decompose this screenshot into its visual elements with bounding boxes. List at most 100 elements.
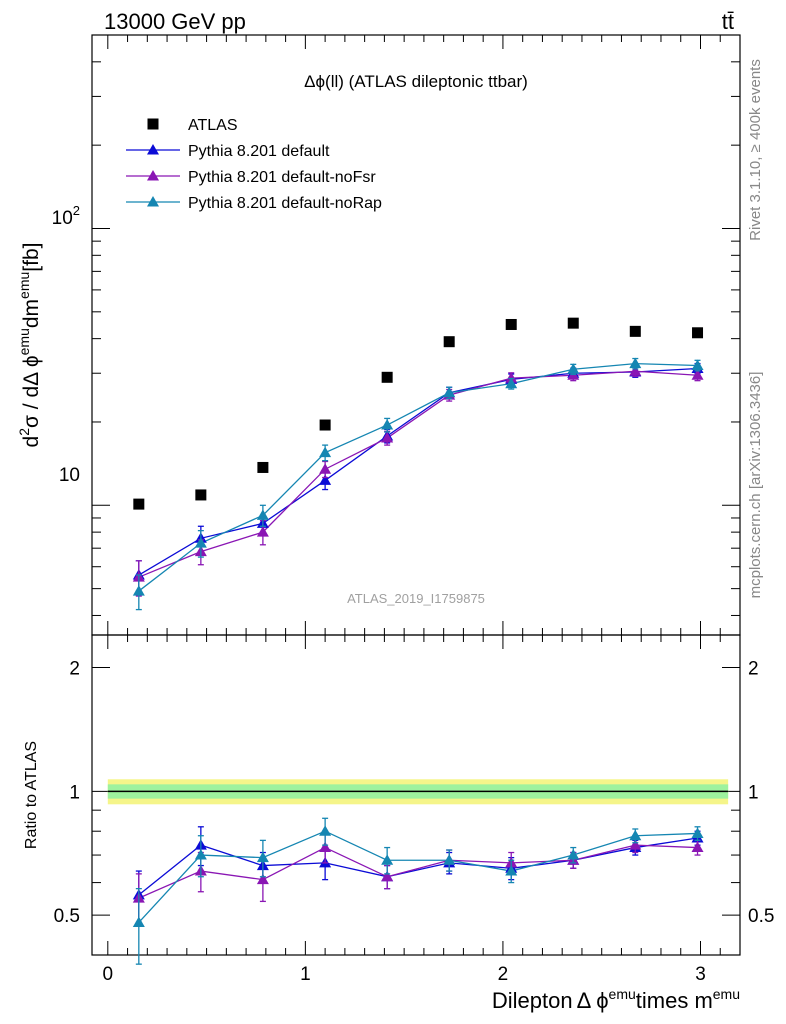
x-tick-label: 0 [103,964,114,985]
series-3-point [319,446,332,458]
atlas-data-point [133,498,145,510]
series-3-ratio-point [132,916,145,927]
legend-label: Pythia 8.201 default-noFsr [188,169,376,186]
ylabel-sigma: σ / dΔ ϕ [20,355,43,428]
rivet-version-label: Rivet 3.1.10, ≥ 400k events [747,59,764,241]
ratio-y-axis-label: Ratio to ATLAS [23,741,40,849]
atlas-data-point [443,336,455,348]
ylabel-emu2: emu [16,272,32,299]
collision-energy-label: 13000 GeV pp [104,9,246,34]
series-3-ratio-point [629,829,642,841]
series-1-ratio-line [138,837,698,896]
atlas-data-point [381,371,393,383]
x-tick-label: 1 [300,964,311,985]
ratio-tick-label-right: 2 [748,659,759,680]
series-3-ratio-point [505,865,518,876]
series-2-point [691,369,704,380]
xlabel-delta: Δ ϕ [577,988,609,1013]
atlas-data-point [567,317,579,329]
y-tick-label-100: 102 [52,203,80,229]
process-label: tt̄ [722,9,734,34]
series-3-ratio-point [443,854,456,865]
series-3-point [505,377,518,389]
series-3-ratio-point [567,849,580,860]
legend-marker-atlas [147,118,159,130]
atlas-data-point [692,327,704,339]
ratio-plot-frame [91,634,741,956]
analysis-watermark: ATLAS_2019_I1759875 [347,591,485,606]
y-tick-label-10: 10 [59,465,80,486]
series-2-ratio-point [381,870,394,882]
ylabel-2: 2 [16,428,32,436]
ylabel-emu1: emu [16,328,32,355]
series-2-point [629,365,642,376]
ratio-tick-label-left: 0.5 [54,906,80,927]
legend-marker-series-3 [147,196,159,207]
series-2-point [381,432,394,443]
series-2-ratio-point [319,841,332,853]
series-3-ratio-point [256,851,269,863]
mcplots-label: mcplots.cern.ch [arXiv:1306.3436] [747,372,764,599]
ylabel-dm: dm [20,299,43,328]
ratio-tick-label-left: 1 [69,782,80,803]
atlas-data-point [505,318,517,330]
series-1-main-line [138,367,698,576]
series-3-main-line [138,362,698,592]
series-lines [138,362,698,923]
legend-label: Pythia 8.201 default-noRap [188,195,382,212]
series-3-ratio-line [138,830,698,923]
series-3-point [132,585,145,596]
ratio-tick-label-right: 0.5 [748,906,774,927]
atlas-data-point [257,461,269,473]
ylabel-d: d [20,436,43,448]
x-axis-label: Dilepton Δ ϕemutimes memu [492,986,740,1013]
series-2-point [505,372,518,383]
series-3-point [629,357,642,369]
series-2-ratio-point [629,839,642,850]
legend-marker-series-2 [147,170,159,181]
tick-labels: 0 1 2 3 0.5 0.5 1 1 2 2 [54,659,775,985]
xlabel-times: times m [636,988,713,1013]
ratio-tick-label-right: 1 [748,782,759,803]
xlabel-sup1: emu [609,986,636,1002]
series-3-point [381,419,394,430]
ratio-tick-label-left: 2 [69,659,80,680]
series-3-point [443,386,456,398]
series-3-ratio-point [319,825,332,836]
xlabel-sup2: emu [713,986,740,1002]
series-2-main-line [138,370,698,578]
series-3-point [256,509,269,520]
axis-ticks [92,34,740,956]
ratio-uncertainty-bands [107,779,729,805]
series-1-point [319,474,332,485]
series-3-ratio-point [691,827,704,838]
atlas-data-point [629,325,641,337]
series-2-ratio-point [256,873,269,885]
atlas-data-point [195,489,207,501]
series-2-ratio-point [691,841,704,853]
x-tick-label: 2 [498,964,509,985]
chart-title: Δϕ(ll) (ATLAS dileptonic ttbar) [304,72,528,91]
atlas-data-point [319,419,331,431]
legend: ATLAS Pythia 8.201 default Pythia 8.201 de… [126,117,382,212]
legend-marker-series-1 [147,144,159,155]
series-2-point [256,526,269,537]
y-tick-100-exp: 2 [73,203,80,218]
series-3-point [691,359,704,370]
series-2-ratio-line [138,844,698,899]
legend-label: ATLAS [188,117,238,134]
series-2-point [319,463,332,474]
x-tick-label: 3 [695,964,706,985]
series-3-ratio-point [194,849,207,860]
legend-label: Pythia 8.201 default [188,143,330,160]
series-3-point [194,537,207,548]
main-y-axis-label: d2σ / dΔ ϕemudmemu[fb] [16,243,43,448]
data-markers [132,317,704,965]
ylabel-unit: [fb] [20,243,43,272]
xlabel-main: Dilepton [492,988,573,1013]
series-3-point [567,363,580,374]
plot-frames [91,34,741,956]
series-3-ratio-point [381,854,394,865]
y-tick-100-base: 10 [52,208,73,229]
